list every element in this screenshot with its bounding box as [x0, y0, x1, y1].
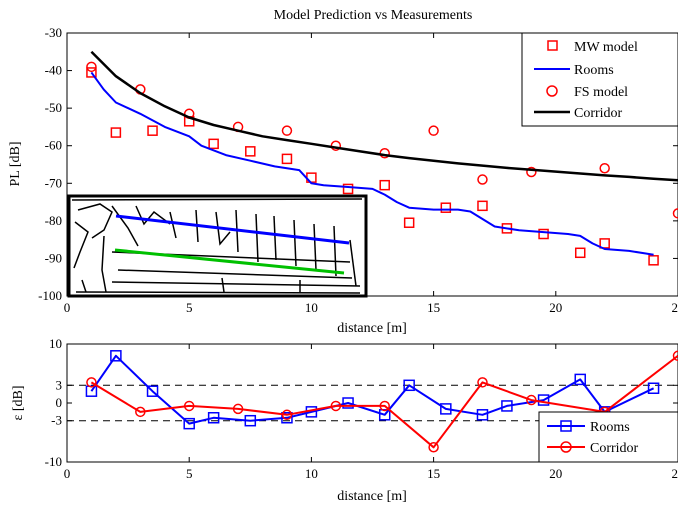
data-point-circle	[281, 125, 293, 136]
y-tick-label: 3	[56, 377, 63, 392]
top-x-axis-title: distance [m]	[337, 321, 407, 336]
data-point-square	[281, 153, 293, 165]
y-tick-label: -3	[51, 413, 62, 428]
data-point-square	[647, 382, 660, 394]
y-tick-label: -70	[45, 175, 62, 190]
legend-fs-marker	[546, 85, 558, 97]
data-point-circle	[281, 409, 293, 421]
x-tick-label: 10	[305, 466, 318, 481]
x-tick-label: 10	[305, 300, 318, 315]
data-point-square	[281, 412, 293, 424]
x-tick-label: 0	[64, 300, 71, 315]
legend-mw-marker	[547, 40, 558, 51]
data-point-square	[146, 385, 159, 397]
data-point-square	[403, 217, 415, 228]
series-line-rooms	[90, 354, 655, 425]
data-point-square	[208, 138, 219, 150]
x-tick-label: 25	[672, 300, 678, 315]
data-point-square	[342, 183, 354, 195]
data-point-square	[476, 409, 489, 421]
data-point-square	[245, 146, 256, 157]
data-point-circle	[477, 174, 488, 185]
legend-corridor-label-bottom: Corridor	[590, 441, 639, 456]
data-point-circle	[428, 442, 439, 453]
y-tick-label: 0	[56, 395, 63, 410]
chart-title: Model Prediction vs Measurements	[274, 8, 473, 23]
legend-mw-label: MW model	[574, 40, 638, 55]
floor-plan-inset	[67, 194, 368, 298]
data-point-circle	[232, 403, 244, 415]
x-tick-label: 5	[186, 300, 193, 315]
legend-corridor-circle	[560, 441, 572, 453]
data-point-circle	[86, 377, 97, 388]
data-point-square	[147, 125, 158, 136]
y-tick-label: -50	[45, 100, 62, 115]
data-point-circle	[379, 400, 390, 412]
legend-rooms-label: Rooms	[574, 63, 614, 78]
data-point-square	[538, 228, 549, 240]
data-point-square	[183, 417, 195, 430]
legend-rooms-square	[560, 420, 572, 432]
data-point-circle	[86, 61, 97, 73]
top-ticks: 0 5 10 15 20 25 -30 -40 -50 -60 -70 -80 -90 -100	[38, 25, 678, 315]
x-tick-label: 0	[64, 466, 71, 481]
top-series	[86, 50, 678, 266]
data-point-circle	[526, 394, 537, 406]
bottom-x-axis-title: distance [m]	[337, 489, 407, 504]
y-tick-label: -40	[45, 63, 62, 78]
data-point-square	[440, 403, 452, 415]
x-tick-label: 15	[427, 300, 440, 315]
data-point-square	[477, 200, 488, 212]
x-tick-label: 15	[427, 466, 440, 481]
top-y-axis-title: PL [dB]	[8, 142, 23, 187]
data-point-square	[86, 67, 97, 78]
data-point-circle	[599, 163, 610, 174]
data-point-square	[574, 373, 586, 386]
data-point-circle	[135, 406, 146, 418]
data-point-circle	[330, 400, 342, 412]
legend-rooms-label-bottom: Rooms	[590, 420, 630, 435]
data-point-circle	[672, 208, 678, 219]
bottom-legend: Rooms Corridor	[538, 411, 678, 463]
x-tick-label: 20	[549, 300, 562, 315]
data-point-square	[342, 397, 354, 409]
legend-fs-label: FS model	[574, 85, 628, 100]
top-legend: MW model Rooms FS model Corridor	[521, 32, 678, 127]
y-tick-label: -60	[45, 138, 62, 153]
y-tick-label: -30	[45, 25, 62, 40]
bottom-y-axis-title: ε [dB]	[11, 385, 26, 420]
y-tick-label: -10	[45, 454, 62, 469]
data-point-circle	[672, 350, 678, 362]
series-line-corridor	[90, 50, 678, 182]
data-point-square	[110, 127, 122, 138]
data-point-square	[379, 179, 390, 191]
series-line-rooms	[90, 71, 654, 256]
data-point-square	[537, 394, 550, 406]
x-tick-label: 5	[186, 466, 193, 481]
data-point-square	[207, 412, 220, 424]
y-tick-label: -90	[45, 250, 62, 265]
data-point-square	[648, 255, 659, 266]
x-tick-label: 25	[672, 466, 678, 481]
y-tick-label: -100	[38, 288, 62, 303]
data-point-square	[244, 414, 257, 427]
data-point-circle	[183, 400, 195, 412]
data-point-circle	[428, 125, 439, 136]
y-tick-label: 10	[49, 336, 62, 351]
series-line-corridor	[90, 355, 678, 449]
bottom-ticks: 0 5 10 15 20 25 10 3 0 -3 -10	[45, 336, 678, 481]
data-point-square	[574, 247, 586, 259]
y-tick-label: -80	[45, 213, 62, 228]
legend-corridor-label: Corridor	[574, 106, 623, 121]
data-point-circle	[526, 166, 537, 178]
data-point-square	[440, 202, 452, 213]
data-point-square	[501, 400, 513, 412]
data-point-square	[110, 350, 122, 362]
data-point-square	[403, 379, 415, 392]
x-tick-label: 20	[549, 466, 562, 481]
data-point-circle	[477, 377, 488, 388]
